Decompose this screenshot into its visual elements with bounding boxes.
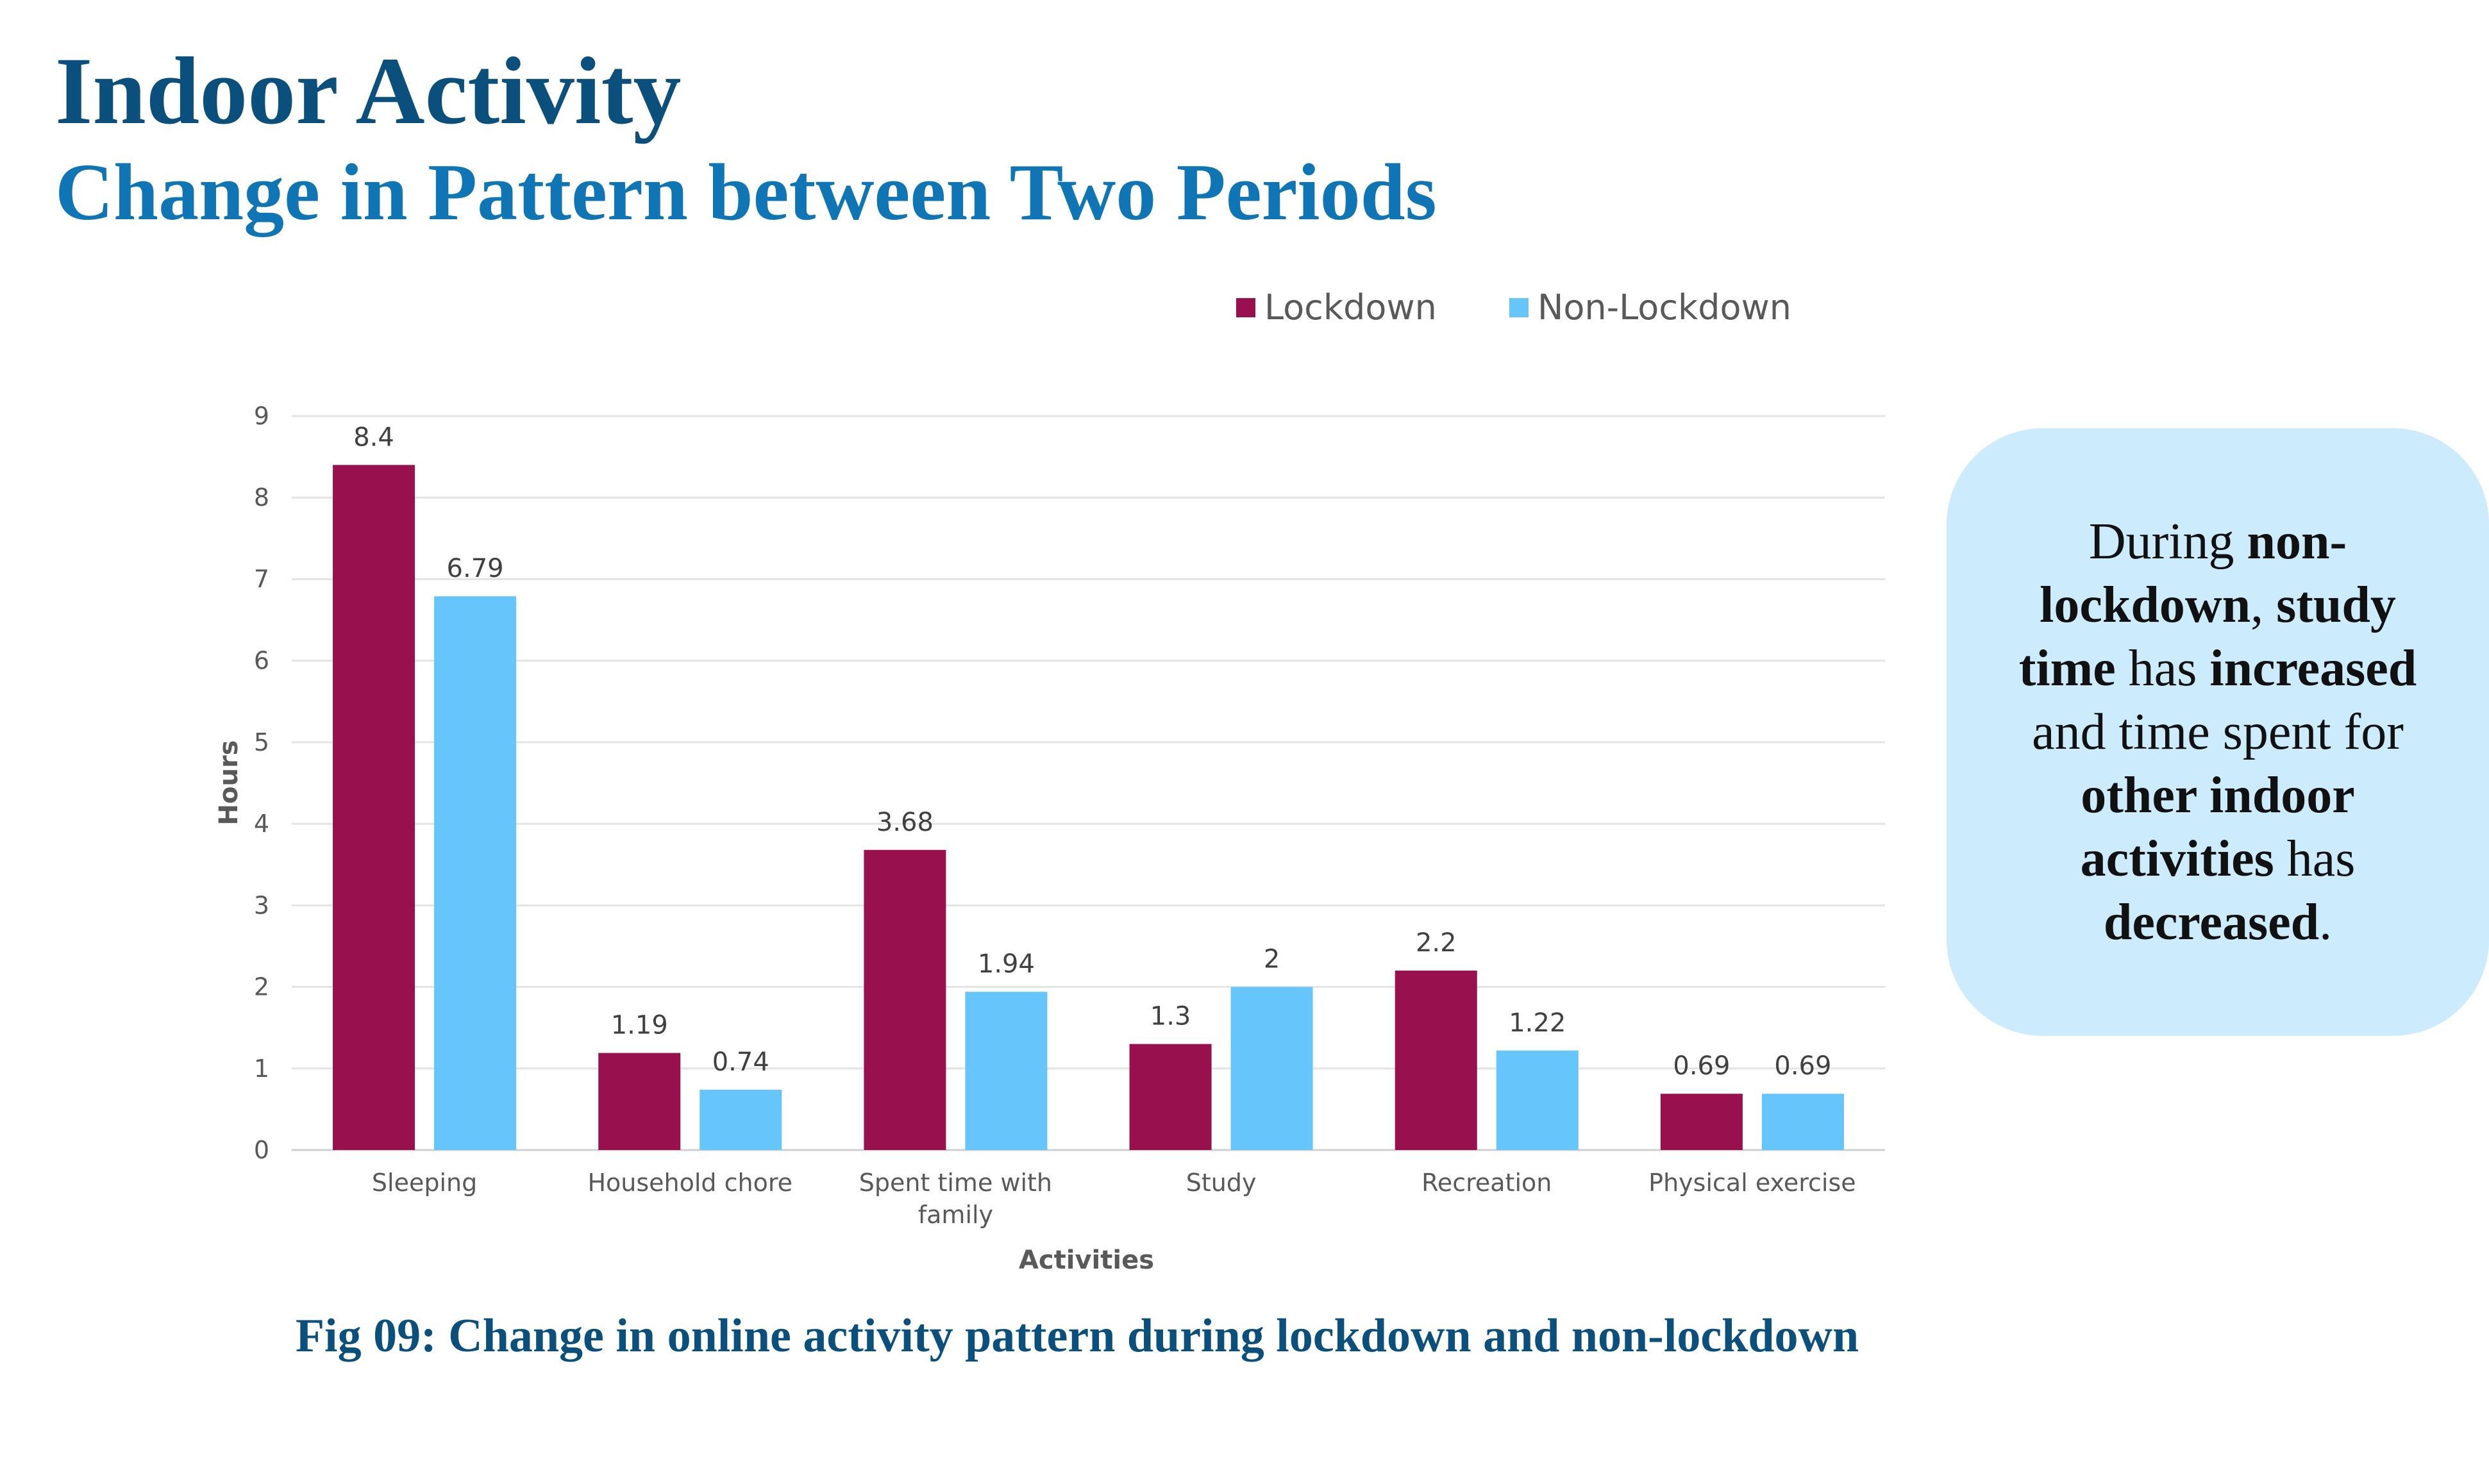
insight-text-part: During (2088, 513, 2247, 570)
legend-label: Non-Lockdown (1538, 287, 1791, 328)
bar-non-lockdown (965, 992, 1048, 1150)
bar-lockdown (1660, 1094, 1743, 1150)
legend-label: Lockdown (1264, 287, 1437, 328)
insight-text-part: and time spent for (2032, 703, 2404, 760)
legend-swatch (1236, 298, 1255, 317)
slide-title: Indoor Activity (55, 38, 682, 144)
bar-lockdown (1129, 1044, 1212, 1150)
x-category-label: Physical exercise (1648, 1169, 1856, 1197)
insight-text-part: . (2319, 894, 2333, 951)
insight-emphasis: increased (2209, 640, 2417, 697)
y-tick-label: 5 (254, 728, 269, 756)
insight-text: During non-lockdown, study time has incr… (1998, 510, 2438, 955)
bar-lockdown (333, 465, 415, 1150)
data-label: 2 (1264, 945, 1280, 974)
chart-legend: Lockdown Non-Lockdown (1236, 287, 1791, 328)
data-label: 0.74 (712, 1047, 769, 1077)
bar-lockdown (1395, 971, 1477, 1150)
x-category-label: Household chore (587, 1169, 792, 1197)
y-tick-label: 3 (254, 891, 269, 919)
y-tick-label: 6 (254, 647, 269, 675)
y-axis-ticks: 0 1 2 3 4 5 6 7 8 9 (254, 402, 269, 1164)
slide-subtitle: Change in Pattern between Two Periods (55, 148, 1437, 237)
data-label: 2.2 (1416, 928, 1457, 958)
insight-text-part: has (2274, 830, 2356, 887)
data-label: 3.68 (876, 808, 934, 837)
insight-text-part: has (2115, 640, 2210, 697)
x-axis-categories: Sleeping Household chore Spent time with fa… (372, 1169, 1856, 1229)
bar-lockdown (598, 1053, 681, 1150)
data-label: 6.79 (447, 554, 504, 583)
insight-emphasis: non-lockdown (2040, 513, 2347, 633)
y-tick-label: 8 (254, 483, 269, 512)
x-category-label: Spent time with family (859, 1169, 1052, 1229)
bar-non-lockdown (1230, 987, 1313, 1150)
y-tick-label: 1 (254, 1055, 269, 1083)
insight-callout: During non-lockdown, study time has incr… (1947, 428, 2489, 1036)
chart-bars (333, 465, 1844, 1150)
data-label: 1.94 (978, 949, 1035, 979)
bar-non-lockdown (700, 1089, 782, 1150)
x-category-label: Sleeping (372, 1169, 477, 1197)
data-label: 1.19 (611, 1011, 668, 1040)
legend-swatch (1509, 298, 1529, 317)
y-tick-label: 9 (254, 402, 269, 430)
y-tick-label: 4 (254, 810, 269, 838)
x-category-label: Study (1186, 1169, 1257, 1197)
data-label: 1.3 (1150, 1002, 1191, 1031)
figure-caption: Fig 09: Change in online activity patter… (295, 1310, 1859, 1362)
bar-chart: Lockdown Non-Lockdown 0 1 2 3 4 5 6 7 8 9 8.4 6.79 1… (214, 287, 1885, 1275)
bar-non-lockdown (1496, 1050, 1579, 1150)
insight-emphasis: decreased (2103, 894, 2320, 951)
bar-non-lockdown (1761, 1094, 1844, 1150)
data-label: 8.4 (353, 422, 394, 452)
x-axis-title: Activities (1019, 1246, 1154, 1275)
y-axis-title: Hours (214, 740, 244, 826)
bar-lockdown (864, 849, 946, 1150)
y-tick-label: 2 (254, 973, 269, 1001)
insight-emphasis: other indoor activities (2080, 767, 2355, 887)
data-label: 0.69 (1774, 1051, 1831, 1081)
x-category-label: Recreation (1421, 1169, 1552, 1197)
y-tick-label: 0 (254, 1136, 269, 1164)
data-label: 1.22 (1509, 1008, 1566, 1038)
bar-non-lockdown (434, 596, 517, 1150)
insight-text-part: , (2250, 576, 2277, 633)
data-label: 0.69 (1673, 1051, 1730, 1081)
y-tick-label: 7 (254, 565, 269, 593)
data-labels: 8.4 6.79 1.19 0.74 3.68 1.94 1.3 2 2.2 1.22 0.69 0.… (353, 422, 1831, 1081)
insight-emphasis: study time (2018, 576, 2396, 697)
chart-gridlines (292, 415, 1885, 1151)
